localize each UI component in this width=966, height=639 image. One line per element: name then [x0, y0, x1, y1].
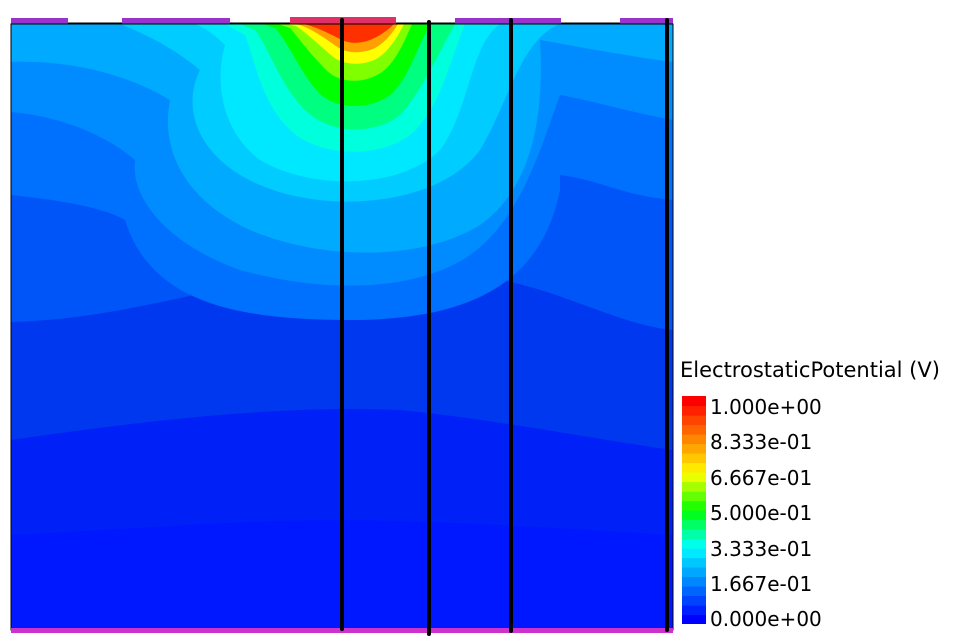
contact-electrode — [11, 18, 68, 24]
colorbar-tick-label: 8.333e-01 — [710, 430, 813, 454]
colorbar-tick-label: 3.333e-01 — [710, 537, 813, 561]
colorbar — [682, 396, 706, 624]
colorbar-band — [682, 548, 706, 559]
colorbar-tick-label: 1.000e+00 — [710, 395, 822, 419]
contour-band-15 — [296, 24, 394, 43]
colorbar-band — [682, 586, 706, 597]
colorbar-tick-label: 0.000e+00 — [710, 607, 822, 631]
colorbar-title: ElectrostaticPotential (V) — [680, 358, 940, 382]
colorbar-tick-label: 1.667e-01 — [710, 572, 813, 596]
colorbar-tick-label: 5.000e-01 — [710, 501, 813, 525]
colorbar-band — [682, 500, 706, 511]
colorbar-band — [682, 443, 706, 454]
colorbar-band — [682, 415, 706, 426]
colorbar-band — [682, 396, 706, 407]
colorbar-band — [682, 557, 706, 568]
colorbar-band — [682, 405, 706, 416]
colorbar-band — [682, 424, 706, 435]
colorbar-band — [682, 605, 706, 616]
colorbar-band — [682, 519, 706, 530]
colorbar-band — [682, 595, 706, 606]
colorbar-band — [682, 472, 706, 483]
colorbar-band — [682, 453, 706, 464]
contact-electrode — [455, 18, 561, 24]
colorbar-band — [682, 462, 706, 473]
colorbar-band — [682, 481, 706, 492]
cut-lines — [340, 18, 669, 636]
colorbar-bands — [682, 396, 706, 624]
colorbar-band — [682, 491, 706, 502]
colorbar-band — [682, 510, 706, 521]
colorbar-tick-label: 6.667e-01 — [710, 466, 813, 490]
contact-electrode — [620, 18, 673, 24]
colorbar-band — [682, 614, 706, 624]
colorbar-band — [682, 576, 706, 587]
colorbar-band — [682, 567, 706, 578]
contact-electrode — [122, 18, 230, 24]
colorbar-band — [682, 434, 706, 445]
colorbar-band — [682, 538, 706, 549]
colorbar-band — [682, 529, 706, 540]
